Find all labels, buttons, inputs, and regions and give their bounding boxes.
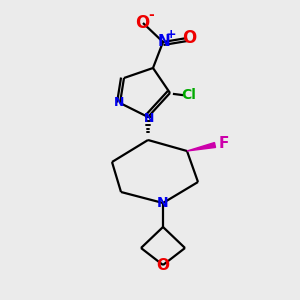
Text: +: +	[166, 28, 176, 41]
Text: N: N	[157, 196, 169, 210]
Text: O: O	[157, 259, 169, 274]
Text: N: N	[144, 112, 154, 124]
Text: -: -	[148, 8, 154, 22]
Text: F: F	[219, 136, 229, 152]
Text: O: O	[182, 29, 196, 47]
Text: N: N	[114, 95, 124, 109]
Text: N: N	[158, 34, 170, 50]
Polygon shape	[187, 142, 215, 151]
Text: Cl: Cl	[182, 88, 196, 102]
Text: O: O	[135, 14, 149, 32]
